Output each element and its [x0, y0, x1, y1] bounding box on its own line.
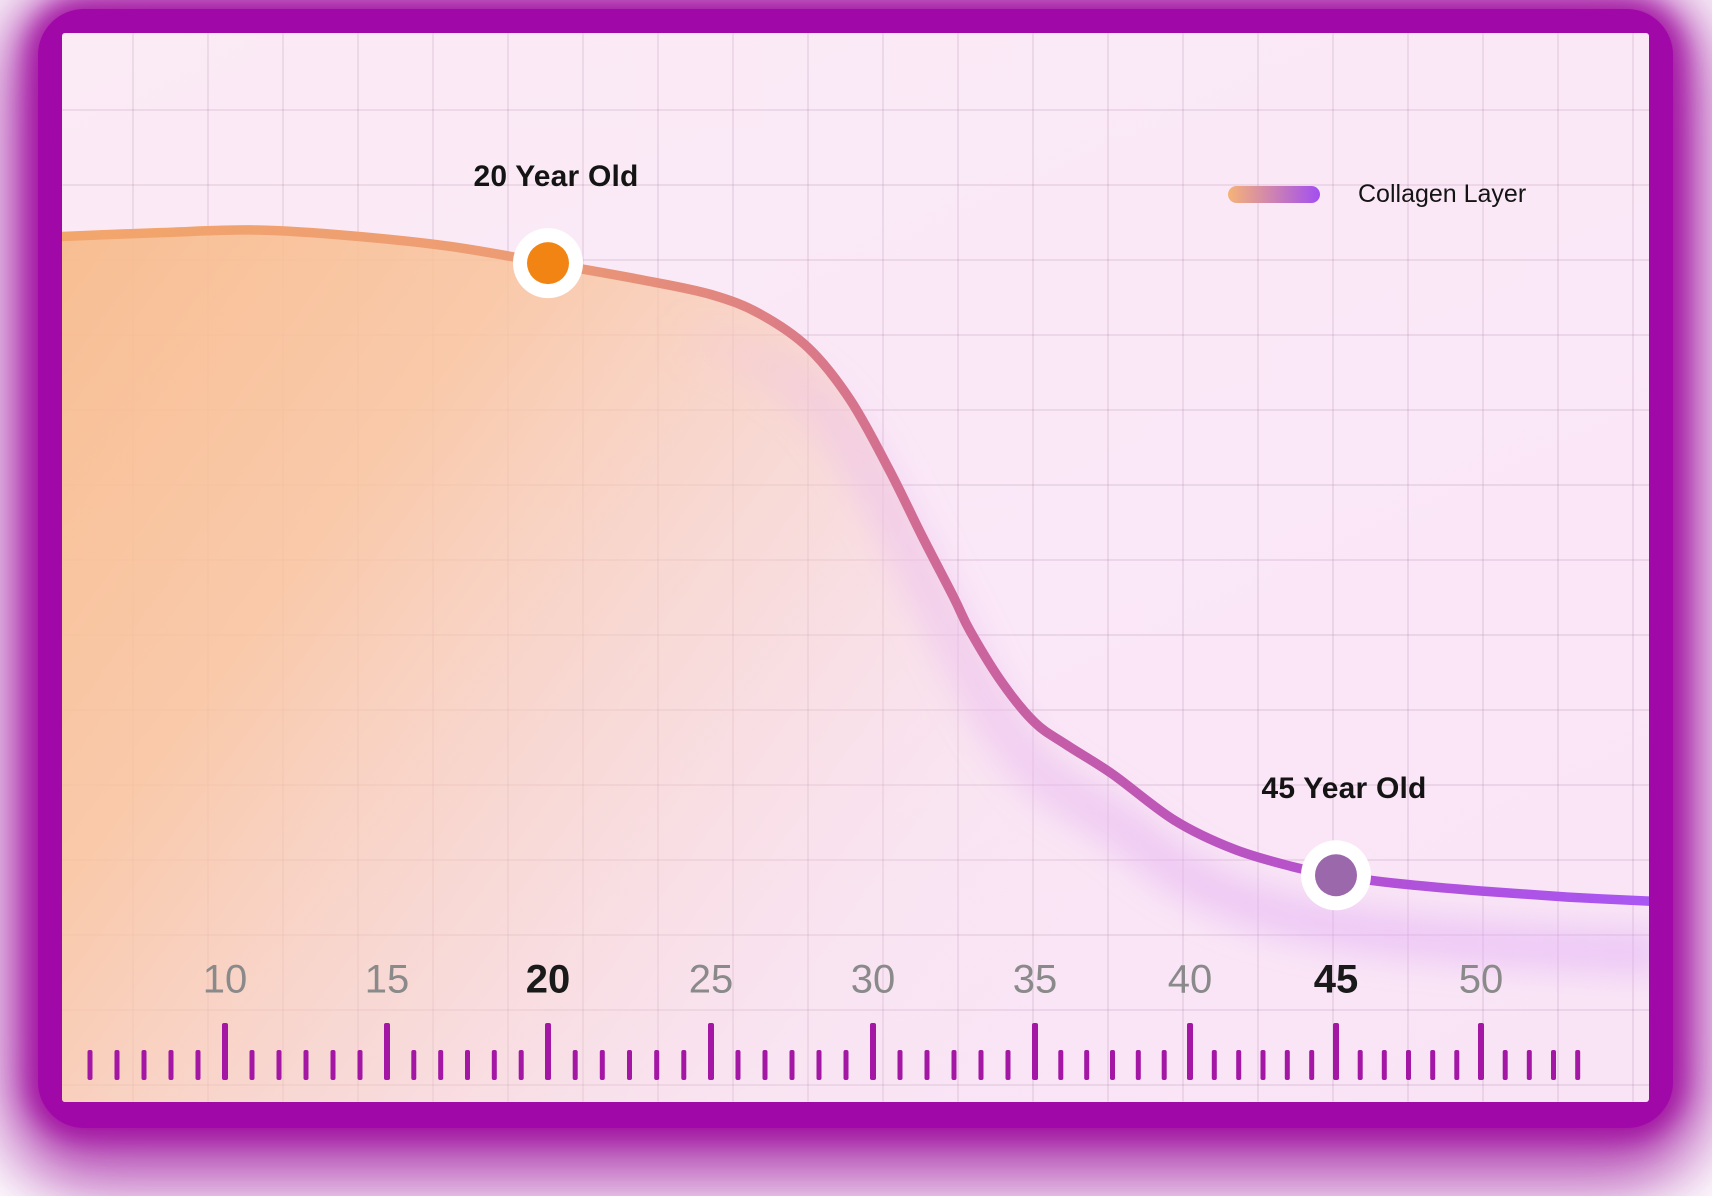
- ruler-minor-tick: [1430, 1050, 1436, 1080]
- ruler-minor-tick: [1110, 1050, 1115, 1080]
- ruler-minor-tick: [599, 1050, 605, 1080]
- chart-legend: Collagen Layer: [1228, 178, 1526, 211]
- curve-haze: [62, 258, 1649, 976]
- ruler-minor-tick: [1526, 1050, 1532, 1080]
- ruler-major-tick: [1187, 1023, 1193, 1080]
- ruler-minor-tick: [1454, 1050, 1460, 1080]
- x-axis-label-45: 45: [1313, 957, 1359, 1002]
- ruler-minor-tick: [303, 1050, 309, 1080]
- ruler-major-tick: [1032, 1023, 1038, 1080]
- x-axis-label-40: 40: [1167, 957, 1213, 1002]
- ruler-minor-tick: [141, 1050, 147, 1080]
- ruler-minor-tick: [114, 1050, 120, 1080]
- x-axis-label-10: 10: [202, 957, 248, 1002]
- ruler-minor-tick: [1309, 1050, 1315, 1080]
- ruler-minor-tick: [195, 1050, 201, 1080]
- ruler-major-tick: [1333, 1023, 1339, 1080]
- ruler-minor-tick: [735, 1050, 741, 1080]
- x-axis-label-25: 25: [688, 957, 734, 1002]
- x-axis-label-15: 15: [364, 957, 410, 1002]
- legend-gradient-swatch: [1228, 186, 1320, 203]
- x-axis-label-20: 20: [525, 957, 571, 1002]
- ruler-minor-tick: [249, 1050, 255, 1080]
- ruler-minor-tick: [1575, 1050, 1581, 1080]
- ruler-minor-tick: [168, 1050, 174, 1080]
- chart-panel: Collagen Layer 20 Year Old 45 Year Old 1…: [62, 33, 1649, 1102]
- ruler-minor-tick: [1161, 1050, 1167, 1080]
- annotation-20-year-old: 20 Year Old: [473, 160, 639, 194]
- marker-dot: [1315, 854, 1357, 897]
- ruler-major-tick: [384, 1023, 390, 1080]
- marker-dot: [527, 242, 569, 285]
- ruler-minor-tick: [1135, 1050, 1141, 1080]
- ruler-minor-tick: [1381, 1050, 1387, 1080]
- ruler-minor-tick: [1211, 1050, 1217, 1080]
- ruler-minor-tick: [681, 1050, 687, 1080]
- ruler-minor-tick: [1005, 1050, 1011, 1080]
- x-axis-label-50: 50: [1458, 957, 1504, 1002]
- ruler-minor-tick: [572, 1050, 578, 1080]
- ruler-minor-tick: [1058, 1050, 1064, 1080]
- x-axis-label-30: 30: [850, 957, 896, 1002]
- x-axis-label-35: 35: [1012, 957, 1058, 1002]
- ruler-minor-tick: [843, 1050, 849, 1080]
- ruler-major-tick: [222, 1023, 228, 1080]
- ruler-minor-tick: [1284, 1050, 1290, 1080]
- ruler-major-tick: [545, 1023, 551, 1080]
- ruler-major-tick: [1478, 1023, 1484, 1080]
- ruler-minor-tick: [465, 1050, 470, 1080]
- ruler-major-tick: [708, 1023, 714, 1080]
- ruler-minor-tick: [1357, 1050, 1363, 1080]
- ruler-minor-tick: [1502, 1050, 1508, 1080]
- legend-label: Collagen Layer: [1358, 180, 1527, 208]
- ruler-minor-tick: [491, 1050, 497, 1080]
- ruler-minor-tick: [87, 1050, 93, 1080]
- ruler-minor-tick: [1084, 1050, 1090, 1080]
- ruler-minor-tick: [1406, 1050, 1411, 1080]
- ruler-minor-tick: [789, 1050, 795, 1080]
- ruler-minor-tick: [816, 1050, 822, 1080]
- ruler-minor-tick: [1236, 1050, 1242, 1080]
- ruler-minor-tick: [627, 1050, 632, 1080]
- ruler-minor-tick: [951, 1050, 957, 1080]
- marker-45: [1301, 840, 1371, 911]
- ruler-minor-tick: [654, 1050, 660, 1080]
- ruler-minor-tick: [897, 1050, 903, 1080]
- ruler-minor-tick: [357, 1050, 363, 1080]
- ruler-minor-tick: [924, 1050, 930, 1080]
- ruler-minor-tick: [978, 1050, 984, 1080]
- ruler-minor-tick: [276, 1050, 282, 1080]
- ruler-minor-tick: [330, 1050, 336, 1080]
- chart-frame: Collagen Layer 20 Year Old 45 Year Old 1…: [38, 9, 1673, 1128]
- annotation-45-year-old: 45 Year Old: [1261, 772, 1427, 806]
- ruler-minor-tick: [411, 1050, 417, 1080]
- ruler-minor-tick: [762, 1050, 768, 1080]
- ruler-minor-tick: [438, 1050, 444, 1080]
- x-axis-ruler: [87, 1023, 1581, 1080]
- ruler-minor-tick: [518, 1050, 524, 1080]
- ruler-major-tick: [870, 1023, 876, 1080]
- collagen-decline-chart: [62, 33, 1649, 1102]
- ruler-minor-tick: [1551, 1050, 1556, 1080]
- marker-20: [513, 228, 583, 299]
- ruler-minor-tick: [1260, 1050, 1266, 1080]
